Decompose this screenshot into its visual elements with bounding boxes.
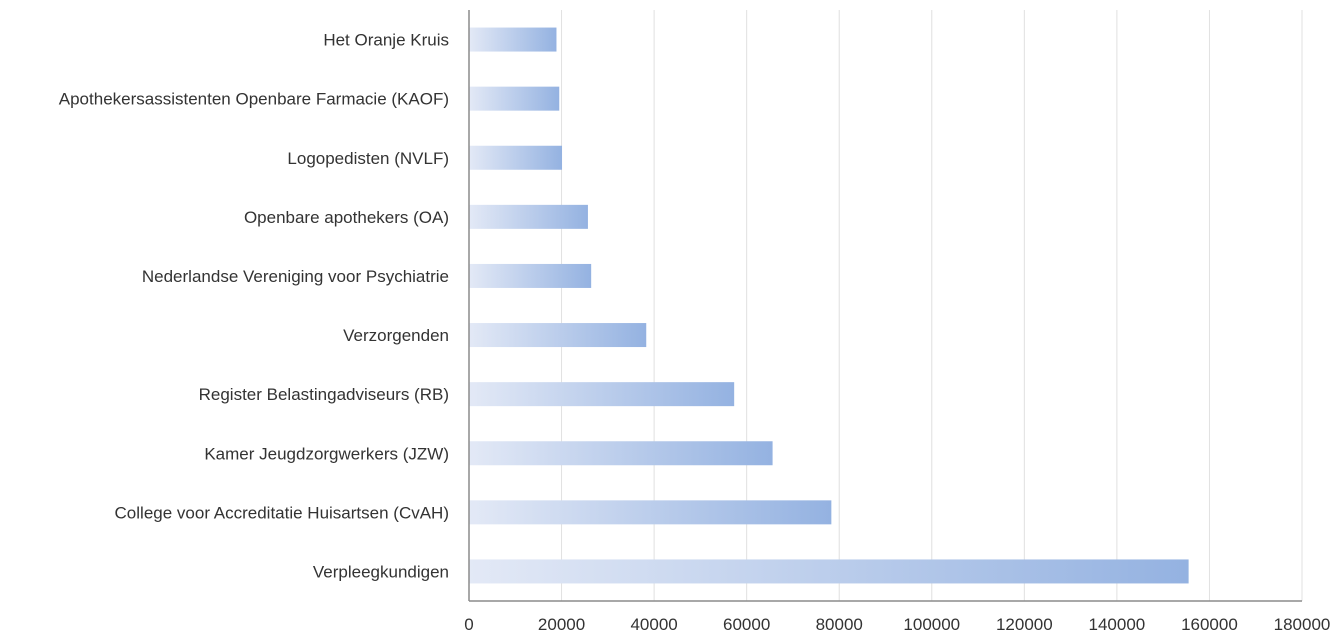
category-label: Openbare apothekers (OA) — [244, 208, 449, 227]
category-label: Verzorgenden — [343, 326, 449, 345]
x-tick-label: 40000 — [630, 615, 677, 634]
x-tick-label: 140000 — [1089, 615, 1146, 634]
category-label: College voor Accreditatie Huisartsen (Cv… — [115, 503, 449, 522]
bar — [469, 204, 588, 229]
x-tick-label: 60000 — [723, 615, 770, 634]
category-label: Nederlandse Vereniging voor Psychiatrie — [142, 267, 449, 286]
bar — [469, 441, 773, 466]
x-tick-label: 80000 — [816, 615, 863, 634]
bar — [469, 27, 557, 52]
category-label: Verpleegkundigen — [313, 562, 449, 581]
bars — [469, 27, 1189, 584]
gridlines — [561, 10, 1303, 601]
bar — [469, 86, 560, 111]
bar — [469, 382, 735, 407]
x-tick-label: 0 — [464, 615, 473, 634]
category-labels: Verpleegkundigen College voor Accreditati… — [59, 31, 449, 582]
category-label: Register Belastingadviseurs (RB) — [199, 385, 449, 404]
category-label: Kamer Jeugdzorgwerkers (JZW) — [204, 444, 449, 463]
x-tick-label: 120000 — [996, 615, 1053, 634]
bar — [469, 145, 563, 170]
x-tick-label: 180000 — [1274, 615, 1331, 634]
x-tick-labels: 0 20000 40000 60000 80000 100000 120000 140000 1… — [464, 615, 1330, 634]
category-label: Het Oranje Kruis — [323, 31, 449, 50]
category-label: Logopedisten (NVLF) — [287, 149, 449, 168]
bar — [469, 323, 647, 348]
axes — [468, 10, 1302, 602]
bar — [469, 263, 592, 288]
x-tick-label: 160000 — [1181, 615, 1238, 634]
x-tick-label: 20000 — [538, 615, 585, 634]
bar — [469, 559, 1189, 584]
bar — [469, 500, 832, 525]
category-label: Apothekersassistenten Openbare Farmacie … — [59, 90, 449, 109]
x-tick-label: 100000 — [903, 615, 960, 634]
